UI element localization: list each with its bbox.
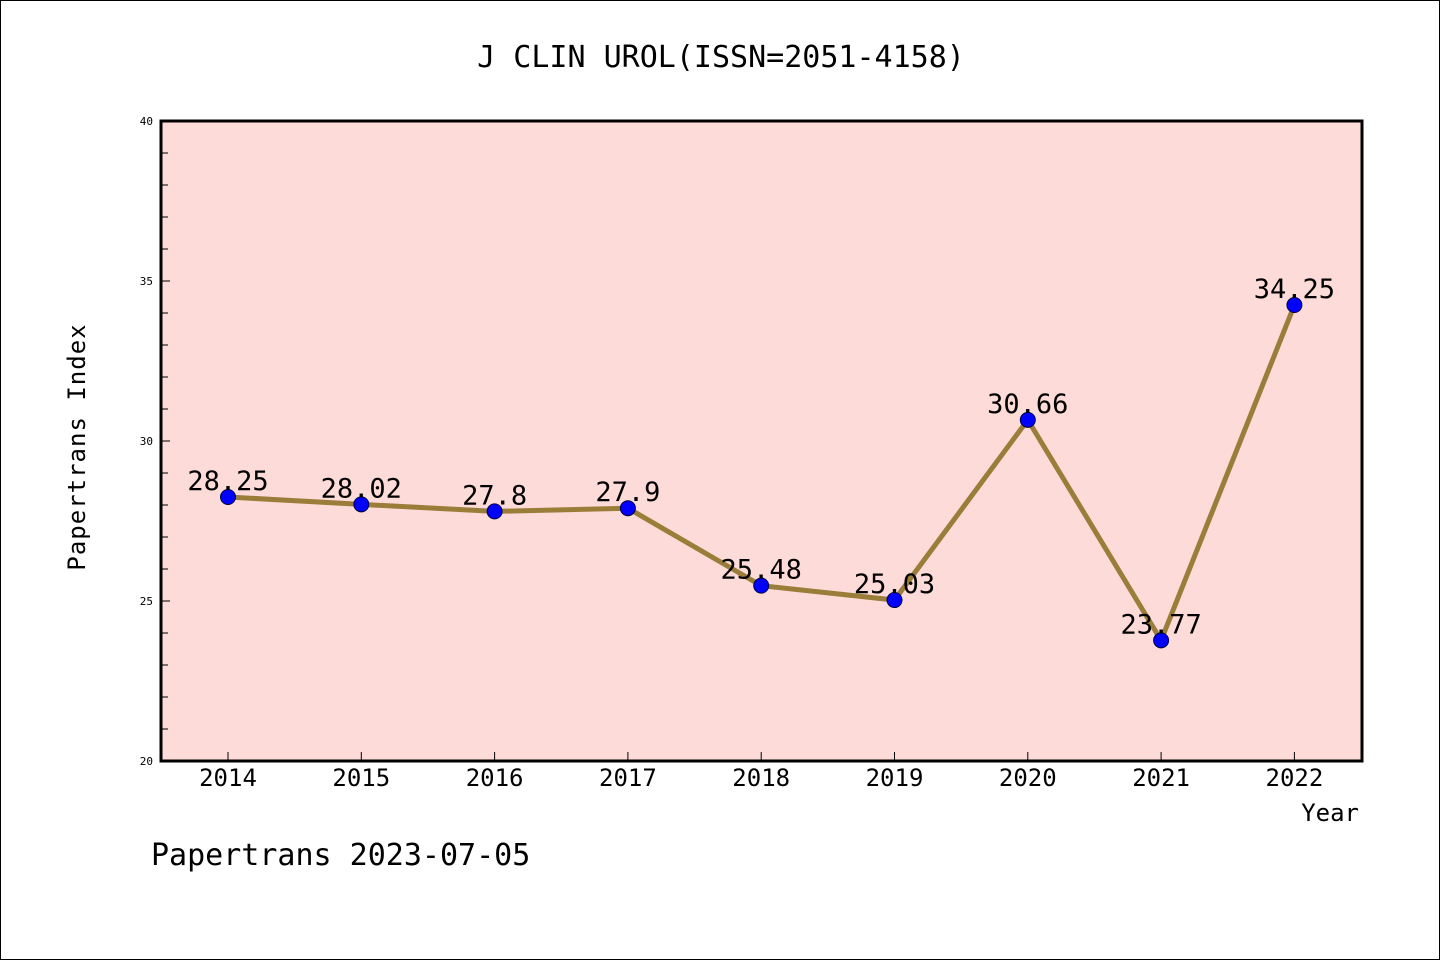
data-point (619, 500, 636, 517)
data-point (1019, 411, 1036, 428)
data-label: 25.03 (854, 569, 935, 600)
y-tick-label: 35 (140, 275, 153, 288)
y-tick-label: 30 (140, 435, 153, 448)
data-point (1286, 297, 1303, 313)
plot-area (159, 119, 1364, 763)
data-label: 25.48 (721, 555, 802, 586)
data-point (753, 577, 770, 594)
y-axis-label: Papertrans Index (63, 323, 91, 570)
data-label: 28.02 (321, 473, 402, 504)
data-point (1153, 632, 1170, 649)
x-tick-label: 2015 (332, 764, 390, 792)
data-label: 28.25 (187, 466, 268, 497)
x-tick-label: 2014 (199, 764, 257, 792)
data-label: 27.8 (462, 480, 527, 511)
x-tick-label: 2021 (1132, 764, 1190, 792)
x-tick-label: 2020 (999, 764, 1057, 792)
footer-text: Papertrans 2023-07-05 (151, 838, 530, 873)
x-tick-label: 2017 (599, 764, 657, 792)
data-point (353, 496, 370, 513)
y-tick-label: 25 (140, 595, 153, 608)
x-axis-label: Year (1301, 799, 1359, 827)
x-tick-label: 2022 (1266, 764, 1324, 792)
chart-title: J CLIN UROL(ISSN=2051-4158) (477, 40, 965, 75)
y-tick-label: 40 (140, 115, 153, 128)
y-tick-label: 20 (140, 755, 153, 768)
x-tick-label: 2019 (866, 764, 924, 792)
data-label: 30.66 (987, 389, 1068, 420)
data-point (886, 592, 903, 609)
data-label: 23.77 (1120, 609, 1201, 640)
x-axis: 2014 2015 2016 2017 2018 2019 2020 2021 2022 (199, 752, 1323, 792)
x-tick-label: 2016 (466, 764, 524, 792)
data-points (220, 297, 1303, 649)
data-label: 34.25 (1254, 274, 1335, 305)
data-point (486, 503, 503, 520)
data-point (220, 489, 236, 505)
data-label: 27.9 (595, 477, 660, 508)
x-tick-label: 2018 (732, 764, 790, 792)
y-axis: 20 25 30 35 40 (140, 115, 170, 768)
data-labels: 28.25 28.02 27.8 27.9 25.48 25.03 30.66 23.77 34… (187, 274, 1335, 640)
